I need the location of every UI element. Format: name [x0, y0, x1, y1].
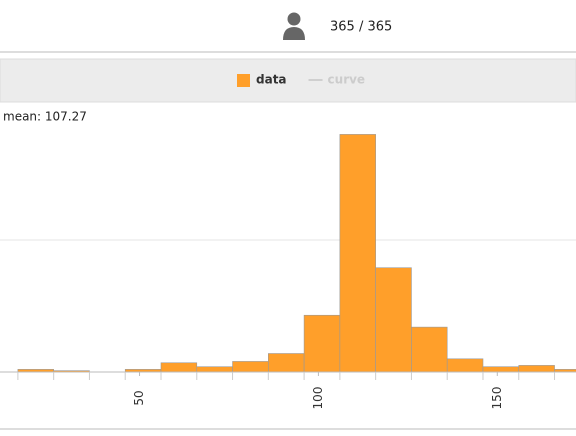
- legend-label: curve: [328, 73, 366, 87]
- bar: [411, 326, 448, 372]
- top-bar: [0, 0, 576, 52]
- bar: [375, 267, 412, 372]
- bar: [232, 361, 269, 372]
- bar: [518, 365, 555, 372]
- legend-swatch: [237, 74, 250, 87]
- legend: data curve: [237, 73, 366, 87]
- plot: [0, 134, 576, 372]
- bar: [482, 366, 520, 372]
- user-icon: [283, 12, 305, 40]
- bar: [303, 314, 341, 372]
- bar: [339, 134, 376, 372]
- legend-band: [0, 58, 576, 103]
- record-count: 365 / 365: [330, 20, 392, 35]
- x-tick-label: 100: [311, 387, 325, 410]
- bar: [196, 366, 233, 372]
- legend-label: data: [256, 73, 287, 87]
- mean-annotation: mean: 107.27: [3, 110, 87, 124]
- bar: [446, 358, 484, 372]
- bar: [268, 353, 305, 372]
- bar: [160, 362, 198, 372]
- x-tick-label: 150: [490, 387, 504, 410]
- x-tick-label: 50: [132, 390, 146, 405]
